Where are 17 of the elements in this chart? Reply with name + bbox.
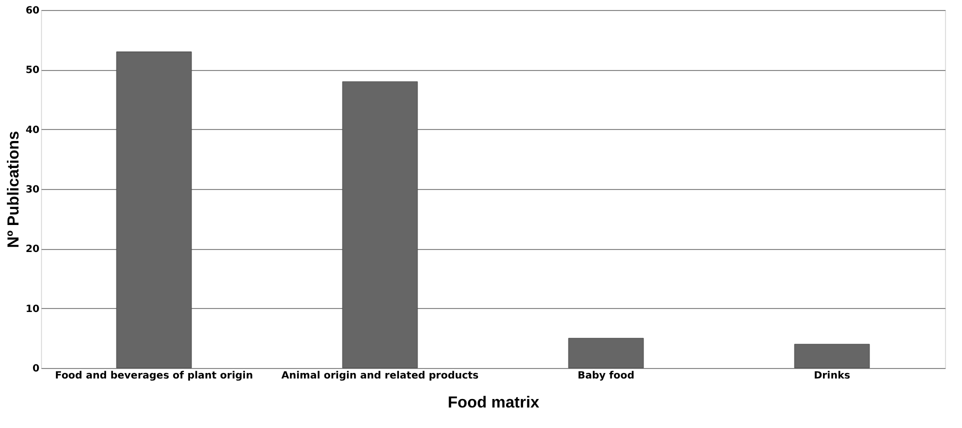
y-tick-label: 30: [26, 184, 40, 196]
y-tick-label: 10: [26, 304, 40, 315]
y-tick-label: 40: [26, 124, 40, 136]
y-tick-label: 20: [26, 244, 40, 256]
y-tick-label: 60: [26, 6, 40, 16]
x-tick-label: Animal origin and related products: [281, 370, 479, 382]
x-tick-label: Food and beverages of plant origin: [55, 370, 253, 382]
bar: [116, 52, 192, 368]
y-axis-title: Nº Publications: [6, 130, 23, 248]
bar: [794, 344, 870, 368]
y-tick-label: 50: [26, 65, 40, 76]
x-tick-label: Baby food: [578, 370, 634, 382]
x-tick-label: Drinks: [814, 370, 850, 382]
x-axis-title: Food matrix: [448, 394, 540, 412]
bar: [342, 81, 418, 368]
bar: [568, 338, 644, 368]
y-tick-label: 0: [32, 364, 40, 374]
